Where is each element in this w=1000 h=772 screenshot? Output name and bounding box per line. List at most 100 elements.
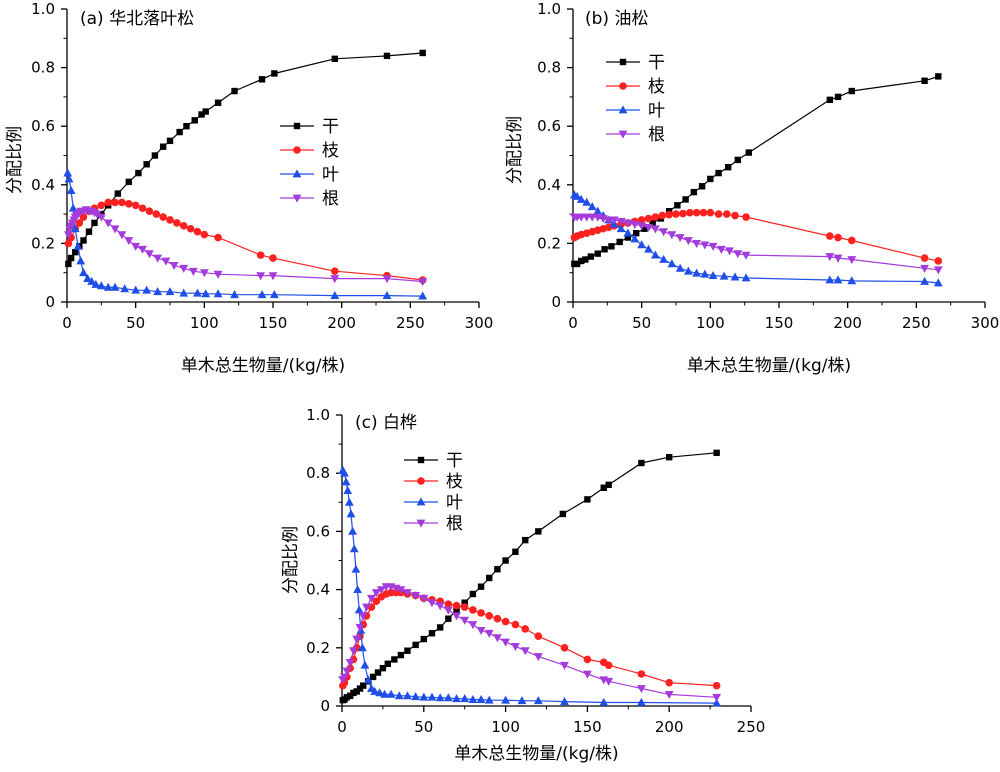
data-point (79, 213, 88, 221)
data-point (66, 186, 76, 195)
x-tick-label: 250 (737, 718, 766, 736)
data-point (138, 245, 147, 254)
data-point (369, 673, 377, 681)
data-point (745, 149, 752, 156)
data-point (372, 597, 381, 606)
y-axis-label: 分配比例 (5, 126, 25, 194)
series-line (342, 586, 717, 698)
data-point (616, 224, 626, 233)
data-point (173, 219, 181, 227)
data-point (672, 210, 680, 218)
legend-label: 叶 (648, 101, 665, 121)
data-point (64, 239, 73, 248)
data-point (125, 178, 132, 186)
data-point (340, 673, 349, 682)
data-point (484, 629, 494, 638)
data-point (412, 641, 419, 649)
data-point (427, 692, 437, 701)
x-tick-label: 0 (62, 314, 72, 332)
data-point (73, 241, 83, 250)
x-tick-label: 150 (573, 718, 602, 736)
data-point (644, 214, 653, 223)
y-tick-label: 0.6 (537, 117, 561, 135)
data-point (427, 599, 437, 608)
data-point (97, 201, 106, 210)
data-point (715, 169, 722, 177)
data-point (636, 685, 646, 694)
data-point (665, 678, 673, 687)
series-3 (569, 213, 943, 275)
y-tick-label: 1.0 (306, 406, 330, 424)
data-point (131, 242, 141, 251)
data-point (214, 99, 222, 106)
data-point (847, 256, 857, 265)
data-point (664, 690, 674, 699)
data-point (935, 73, 942, 80)
data-point (608, 243, 615, 250)
series-0 (571, 73, 942, 268)
data-point (825, 253, 835, 262)
data-point (117, 231, 127, 240)
data-point (374, 669, 382, 676)
y-tick-label: 0.4 (31, 176, 55, 194)
data-point (637, 240, 647, 249)
data-point (350, 689, 357, 697)
data-point (616, 238, 623, 246)
data-point (460, 694, 470, 703)
legend-label: 根 (446, 514, 463, 534)
data-point (511, 620, 520, 629)
data-point (651, 225, 660, 234)
data-point (179, 264, 189, 273)
data-point (522, 536, 529, 544)
x-tick-label: 0 (337, 718, 347, 736)
data-point (151, 152, 159, 159)
x-tick-label: 300 (971, 314, 1000, 332)
data-point (616, 218, 626, 227)
data-point (469, 590, 477, 598)
data-point (418, 291, 428, 300)
data-point (826, 232, 834, 240)
data-point (436, 624, 444, 631)
x-tick-label: 50 (632, 314, 651, 332)
data-point (511, 642, 520, 651)
x-tick-label: 100 (491, 718, 520, 736)
data-point (666, 453, 673, 461)
data-point (583, 670, 592, 679)
legend-label: 干 (648, 53, 665, 73)
data-point (152, 210, 161, 218)
data-point (632, 229, 640, 237)
data-point (348, 526, 358, 535)
data-point (741, 273, 751, 282)
x-tick-label: 250 (396, 314, 425, 332)
data-point (659, 228, 669, 237)
data-point (342, 667, 352, 676)
x-tick-label: 50 (126, 314, 145, 332)
data-point (600, 484, 607, 491)
data-point (714, 210, 723, 218)
data-point (534, 632, 543, 640)
data-point (445, 615, 452, 622)
data-point (213, 289, 223, 298)
series-1 (64, 198, 427, 284)
data-point (346, 692, 354, 700)
data-point (476, 626, 486, 635)
data-point (213, 270, 223, 279)
data-point (85, 228, 93, 235)
data-point (186, 224, 195, 233)
data-point (356, 685, 364, 692)
data-point (651, 213, 660, 221)
data-point (330, 275, 340, 284)
x-tick-label: 50 (414, 718, 433, 736)
legend-label: 枝 (446, 472, 463, 492)
data-point (419, 49, 426, 57)
data-point (391, 656, 398, 663)
data-point (708, 271, 718, 280)
data-point (75, 219, 84, 227)
data-point (659, 254, 669, 263)
y-axis-label: 分配比例 (281, 526, 301, 594)
data-point (91, 279, 101, 288)
data-point (665, 210, 673, 219)
data-point (698, 183, 706, 190)
data-point (420, 635, 427, 643)
